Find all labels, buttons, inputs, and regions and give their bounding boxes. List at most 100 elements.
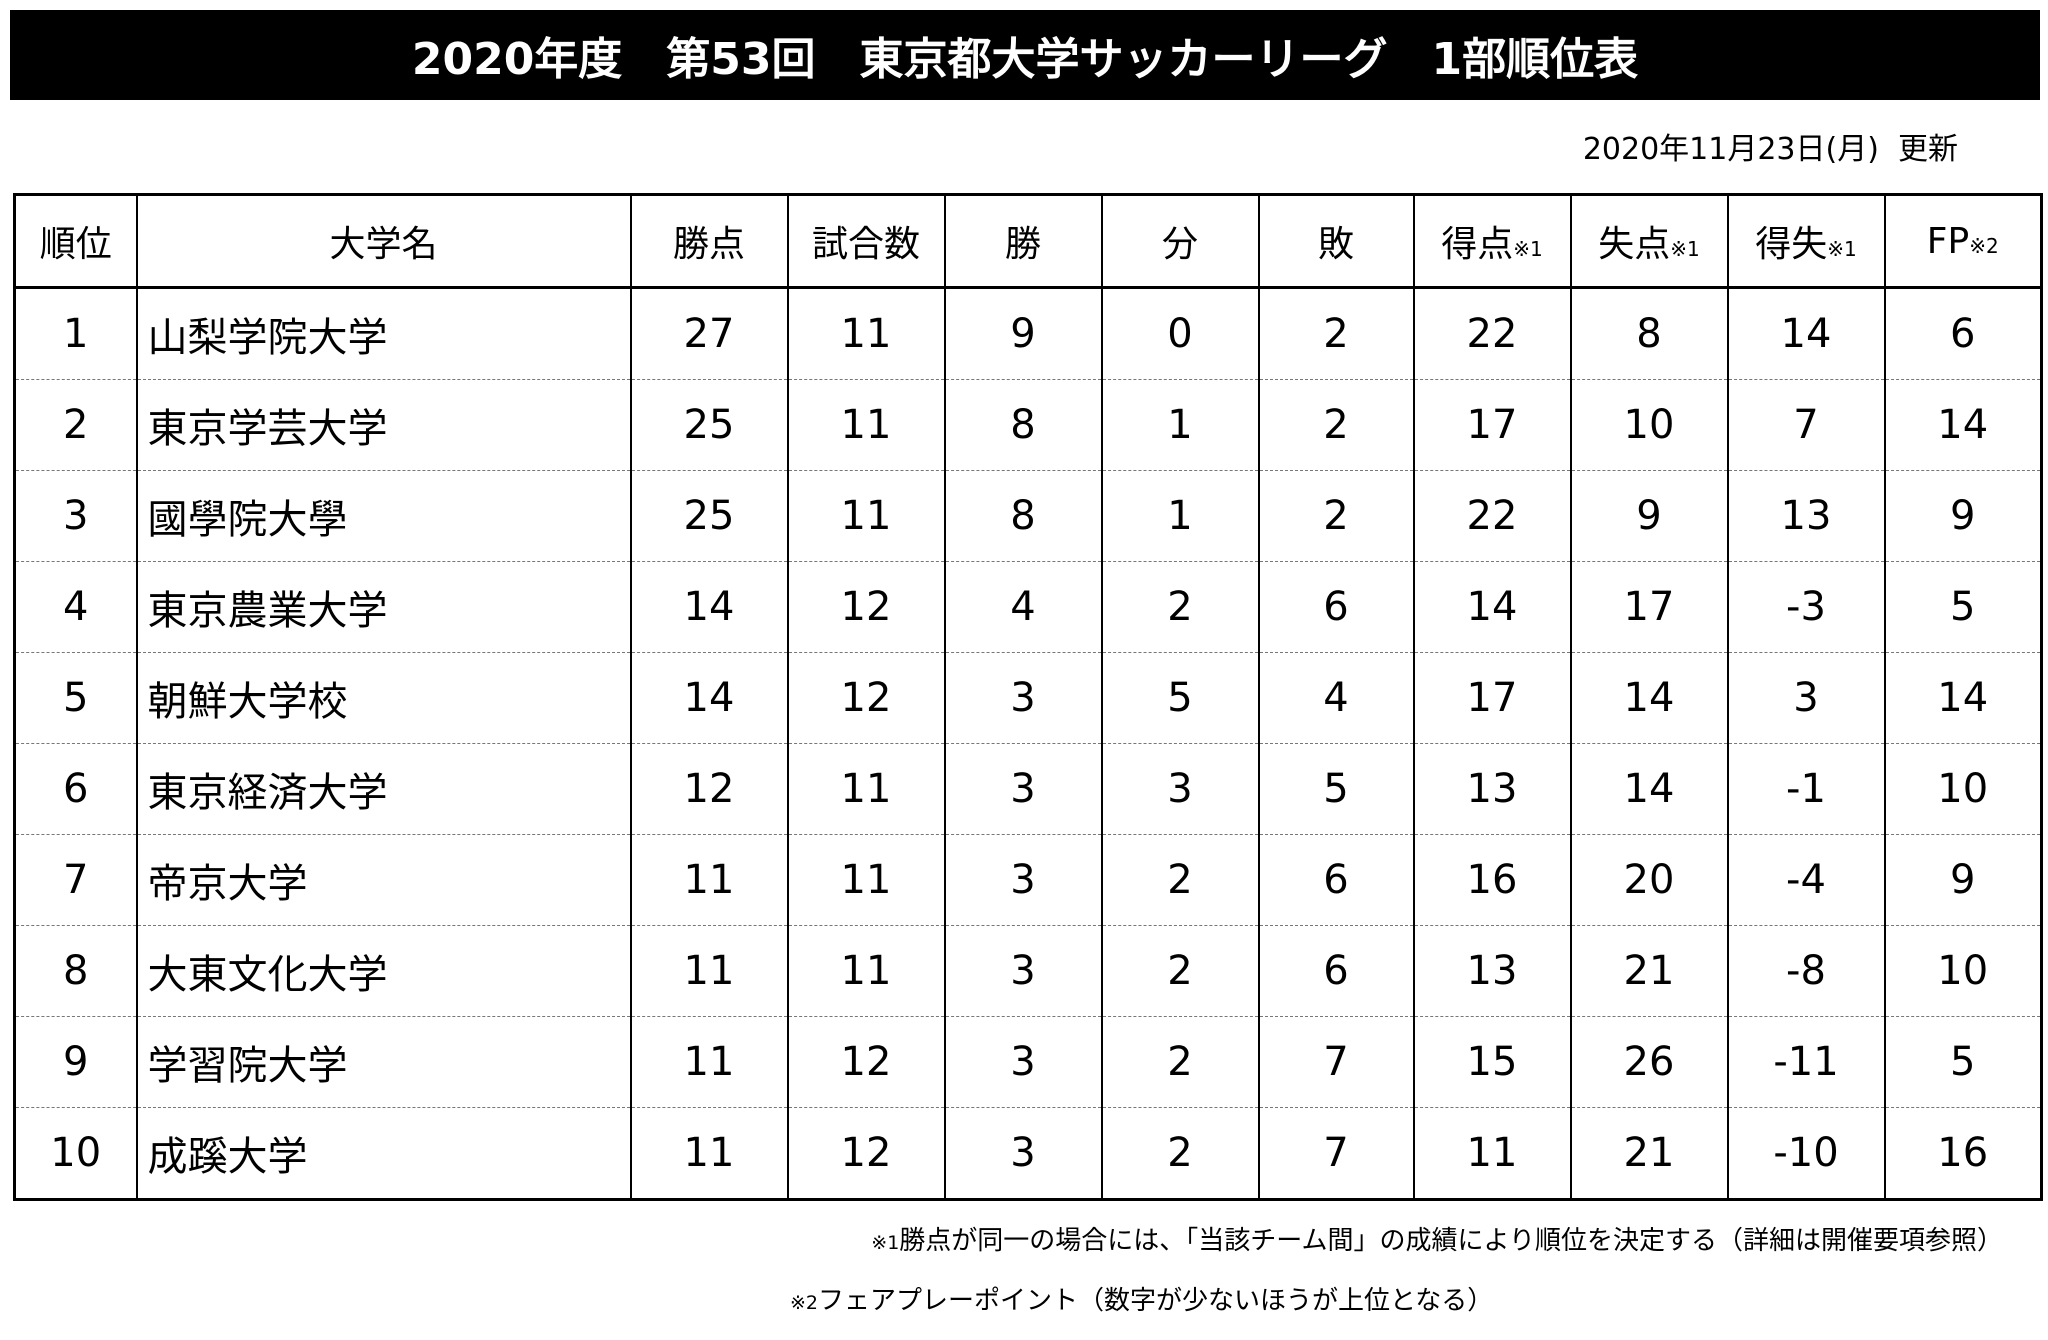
cell: 6 — [1883, 287, 2043, 380]
column-header: 試合数 — [786, 194, 946, 289]
cell: 13 — [1412, 925, 1572, 1017]
cell: -3 — [1726, 561, 1886, 653]
header-note: ※1 — [1513, 237, 1543, 261]
cell: 12 — [786, 1016, 946, 1108]
cell: 11 — [786, 743, 946, 835]
cell: 1 — [1100, 470, 1260, 562]
university-name: 朝鮮大学校 — [135, 652, 632, 744]
cell: 21 — [1569, 925, 1729, 1017]
standings-table: 順位 大学名 勝点 試合数勝分敗得点※1 失点※1 得失※1 FP※2 1 山梨学院大学 27 1… — [13, 193, 2043, 1201]
cell: 7 — [1257, 1107, 1415, 1200]
column-header: 順位 — [13, 194, 138, 289]
cell: 2 — [1100, 834, 1260, 926]
header-label: 試合数 — [811, 224, 920, 265]
cell: 3 — [943, 652, 1103, 744]
university-name: 大東文化大学 — [135, 925, 632, 1017]
cell: 13 — [1412, 743, 1572, 835]
cell: 27 — [629, 287, 789, 380]
cell: 14 — [1569, 743, 1729, 835]
cell: 5 — [1257, 743, 1415, 835]
university-name: 東京学芸大学 — [135, 379, 632, 471]
table-row: 8 大東文化大学 11 11 3 2 6 13 21 -8 10 — [13, 925, 2043, 1017]
cell: 25 — [629, 379, 789, 471]
column-header: 敗 — [1257, 194, 1415, 289]
cell: 3 — [943, 1107, 1103, 1200]
cell: -4 — [1726, 834, 1886, 926]
cell: 22 — [1412, 287, 1572, 380]
cell: 2 — [1257, 379, 1415, 471]
cell: 11 — [786, 925, 946, 1017]
header-label: 勝点 — [672, 224, 745, 265]
column-header: 勝 — [943, 194, 1103, 289]
cell: 2 — [1100, 561, 1260, 653]
cell: 11 — [629, 925, 789, 1017]
cell: 14 — [1883, 379, 2043, 471]
footnote-text: 勝点が同一の場合には、「当該チーム間」の成績により順位を決定する（詳細は開催要項… — [899, 1226, 2003, 1256]
cell: 0 — [1100, 287, 1260, 380]
updated-date: 2020年11月23日(月) 更新 — [1582, 132, 1958, 167]
cell: 11 — [629, 834, 789, 926]
university-name: 山梨学院大学 — [135, 287, 632, 380]
footnote-text: フェアプレーポイント（数字が少ないほうが上位となる） — [818, 1286, 1494, 1316]
cell: 11 — [629, 1016, 789, 1108]
cell: 17 — [1412, 652, 1572, 744]
column-header: 失点※1 — [1569, 194, 1729, 289]
cell: 10 — [1569, 379, 1729, 471]
table-row: 9 学習院大学 11 12 3 2 7 15 26 -11 5 — [13, 1016, 2043, 1108]
cell: 6 — [13, 743, 138, 835]
cell: 3 — [13, 470, 138, 562]
cell: 2 — [1100, 1016, 1260, 1108]
cell: 4 — [943, 561, 1103, 653]
cell: 5 — [13, 652, 138, 744]
cell: 2 — [1100, 1107, 1260, 1200]
cell: -1 — [1726, 743, 1886, 835]
cell: 8 — [943, 379, 1103, 471]
university-name: 國學院大學 — [135, 470, 632, 562]
cell: 9 — [1569, 470, 1729, 562]
cell: 13 — [1726, 470, 1886, 562]
cell: -11 — [1726, 1016, 1886, 1108]
cell: 17 — [1412, 379, 1572, 471]
cell: 10 — [13, 1107, 138, 1200]
cell: 21 — [1569, 1107, 1729, 1200]
header-label: FP — [1926, 220, 1970, 262]
cell: 3 — [943, 925, 1103, 1017]
cell: 14 — [629, 561, 789, 653]
cell: 10 — [1883, 925, 2043, 1017]
cell: 5 — [1883, 1016, 2043, 1108]
table-body: 1 山梨学院大学 27 11 9 0 2 22 8 14 6 2 東京学芸大学 25 11 8 1 2 17 10 7 1… — [13, 287, 2043, 1200]
cell: 7 — [13, 834, 138, 926]
table-row: 10 成蹊大学 11 12 3 2 7 11 21 -10 16 — [13, 1107, 2043, 1200]
cell: 9 — [13, 1016, 138, 1108]
cell: 11 — [786, 287, 946, 380]
cell: 6 — [1257, 834, 1415, 926]
cell: 11 — [786, 470, 946, 562]
footnote-mark: ※1 — [871, 1232, 900, 1254]
cell: 4 — [13, 561, 138, 653]
cell: 6 — [1257, 561, 1415, 653]
cell: 17 — [1569, 561, 1729, 653]
cell: 14 — [1883, 652, 2043, 744]
header-note: ※1 — [1670, 237, 1700, 261]
title-bar: 2020年度 第53回 東京都大学サッカーリーグ 1部順位表 — [10, 10, 2040, 100]
column-header: 分 — [1100, 194, 1260, 289]
cell: 11 — [786, 379, 946, 471]
table-row: 1 山梨学院大学 27 11 9 0 2 22 8 14 6 — [13, 287, 2043, 380]
cell: 3 — [943, 834, 1103, 926]
cell: 14 — [1412, 561, 1572, 653]
cell: 2 — [1100, 925, 1260, 1017]
university-name: 東京経済大学 — [135, 743, 632, 835]
cell: 14 — [1726, 287, 1886, 380]
cell: 5 — [1883, 561, 2043, 653]
column-header: 得失※1 — [1726, 194, 1886, 289]
cell: -8 — [1726, 925, 1886, 1017]
cell: 12 — [786, 561, 946, 653]
cell: 6 — [1257, 925, 1415, 1017]
cell: 1 — [13, 287, 138, 380]
header-note: ※2 — [1969, 233, 1999, 258]
cell: 11 — [629, 1107, 789, 1200]
header-label: 得点 — [1441, 224, 1514, 265]
cell: 14 — [1569, 652, 1729, 744]
header-row: 順位 大学名 勝点 試合数勝分敗得点※1 失点※1 得失※1 FP※2 — [13, 194, 2043, 289]
cell: 5 — [1100, 652, 1260, 744]
